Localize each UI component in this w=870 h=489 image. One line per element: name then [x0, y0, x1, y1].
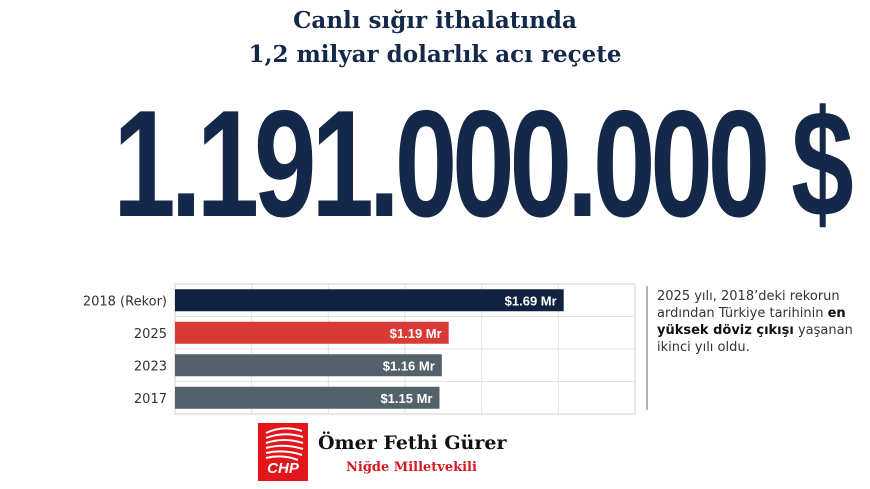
category-label: 2023 — [134, 359, 167, 374]
note-text-2: yaşanan ikinci yılı oldu. — [657, 323, 853, 355]
chart-note: 2025 yılı, 2018’deki rekorun ardından Tü… — [657, 288, 857, 356]
bar — [175, 321, 449, 344]
author-title: Niğde Milletvekili — [346, 460, 477, 475]
headline-line-1: Canlı sığır ithalatında — [293, 7, 577, 34]
bar — [175, 289, 564, 312]
bar — [175, 386, 440, 409]
category-label: 2017 — [134, 392, 167, 407]
torch-rays-icon — [265, 427, 304, 461]
data-label: $1.16 Mr — [383, 358, 435, 373]
big-number: 1.191.000.000 $ — [113, 79, 854, 249]
logo-text: CHP — [267, 460, 299, 477]
data-label: $1.69 Mr — [505, 293, 557, 308]
party-logo: CHP — [258, 423, 308, 481]
data-label: $1.19 Mr — [390, 326, 442, 341]
note-text-1: 2025 yılı, 2018’deki rekorun ardından Tü… — [657, 289, 840, 321]
category-label: 2018 (Rekor) — [83, 294, 167, 309]
headline-line-2: 1,2 milyar dolarlık acı reçete — [248, 41, 622, 68]
bar-chart: $1.69 Mr 2018 (Rekor) $1.19 Mr 2025 $1.16 Mr… — [83, 283, 648, 415]
note-text-bold: en yüksek döviz çıkışı — [657, 306, 846, 338]
category-label: 2025 — [134, 327, 167, 342]
author-name: Ömer Fethi Gürer — [318, 432, 507, 454]
data-label: $1.15 Mr — [380, 391, 432, 406]
bar — [175, 354, 442, 377]
